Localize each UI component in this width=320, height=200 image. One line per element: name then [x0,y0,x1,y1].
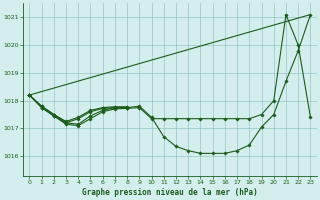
X-axis label: Graphe pression niveau de la mer (hPa): Graphe pression niveau de la mer (hPa) [82,188,258,197]
